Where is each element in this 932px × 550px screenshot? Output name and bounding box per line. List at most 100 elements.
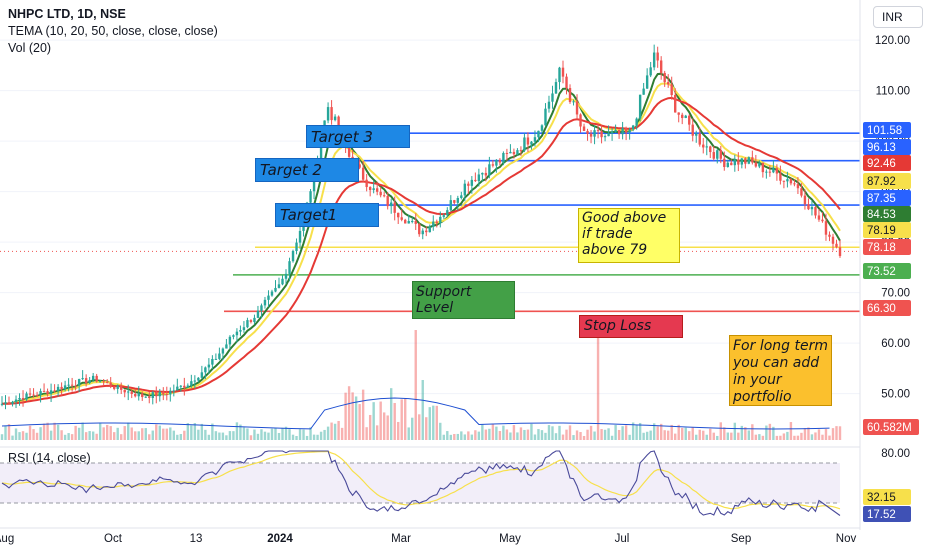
volume-bar — [414, 330, 417, 440]
volume-bar — [740, 425, 744, 440]
candle-body — [151, 392, 154, 398]
volume-bar — [821, 434, 824, 440]
volume-bar — [232, 431, 235, 440]
candle-body — [74, 385, 77, 387]
volume-bar — [681, 427, 684, 440]
tema-legend: TEMA (10, 20, 50, close, close, close) — [8, 24, 218, 38]
volume-bar — [733, 422, 737, 440]
volume-bar — [74, 425, 77, 440]
candle-body — [404, 219, 407, 224]
volume-bar — [169, 427, 172, 440]
candle-body — [4, 402, 7, 404]
x-tick-label: 13 — [190, 533, 203, 545]
candle-body — [449, 200, 453, 211]
price-tag — [863, 222, 911, 238]
volume-bar — [719, 422, 722, 440]
candle-body — [793, 183, 796, 185]
volume-bar — [228, 431, 232, 440]
candle-body — [807, 204, 810, 210]
volume-bar — [109, 426, 112, 440]
candle-body — [540, 125, 544, 131]
candle-body — [35, 394, 39, 396]
candle-body — [165, 394, 168, 396]
volume-bar — [102, 427, 105, 440]
volume-bar — [561, 434, 565, 440]
volume-bar — [120, 434, 123, 440]
volume-bar — [491, 423, 495, 440]
candle-body — [467, 183, 470, 186]
volume-bar — [256, 433, 260, 440]
volume-bar — [761, 435, 765, 440]
candle-body — [284, 273, 288, 279]
candle-body — [63, 385, 67, 390]
volume-bar — [558, 425, 561, 440]
candle-body — [291, 251, 295, 262]
volume-bar — [670, 424, 673, 440]
y-tick-label: 50.00 — [881, 389, 910, 401]
volume-bar — [537, 429, 540, 440]
volume-bar — [351, 392, 354, 440]
candle-body — [309, 191, 312, 203]
volume-bar — [666, 430, 670, 440]
volume-bar — [18, 432, 21, 440]
candle-body — [747, 157, 751, 164]
candle-body — [600, 131, 603, 138]
candle-body — [53, 390, 56, 392]
candle-body — [677, 112, 680, 115]
volume-bar — [474, 430, 477, 440]
candle-body — [603, 136, 607, 138]
volume-bar — [207, 434, 211, 440]
target-2-box: Target 2 — [255, 158, 359, 182]
candle-body — [761, 162, 765, 173]
volume-bar — [800, 432, 803, 440]
volume-bar — [81, 422, 84, 440]
candle-body — [42, 391, 46, 393]
price-tag-label: 92.46 — [867, 158, 896, 170]
candle-body — [582, 126, 586, 131]
volume-bar — [260, 429, 263, 440]
volume-bar — [21, 431, 25, 440]
candle-body — [130, 391, 133, 395]
volume-bar — [77, 427, 81, 440]
candle-body — [509, 151, 512, 154]
candle-body — [491, 164, 495, 166]
volume-bar — [782, 433, 786, 440]
candle-body — [46, 391, 49, 395]
candle-body — [621, 128, 624, 135]
volume-bar — [470, 434, 474, 440]
volume-bar — [340, 427, 344, 440]
candle-body — [575, 101, 579, 115]
price-tag-label: 84.53 — [867, 209, 896, 221]
volume-bar — [765, 425, 768, 440]
volume-bar — [179, 434, 183, 440]
price-tag-label: 78.19 — [867, 225, 896, 237]
candle-body — [232, 335, 235, 337]
volume-bar — [831, 428, 835, 440]
good-above-box: Good above if trade above 79 — [578, 208, 680, 263]
candle-body — [361, 167, 365, 180]
volume-bar — [565, 429, 568, 440]
volume-bar — [333, 423, 337, 440]
candle-body — [463, 183, 467, 196]
volume-bar — [484, 429, 488, 440]
volume-bar — [705, 434, 708, 440]
price-tag — [863, 419, 919, 435]
volume-bar — [214, 431, 218, 440]
volume-bar — [49, 430, 53, 440]
candle-body — [372, 188, 375, 191]
volume-bar — [449, 434, 453, 440]
candle-body — [775, 168, 779, 174]
volume-bar — [326, 426, 330, 440]
axes: 120.00110.00100.0090.0080.0070.0060.0050… — [0, 0, 919, 545]
volume-bar — [95, 433, 98, 440]
volume-bar — [418, 414, 421, 440]
volume-bar — [463, 434, 467, 440]
volume-bar — [649, 430, 652, 440]
candle-body — [253, 317, 256, 323]
candle-body — [77, 379, 81, 386]
volume-bar — [702, 430, 705, 440]
candle-body — [235, 331, 239, 336]
rsi-tick-label: 80.00 — [881, 448, 910, 460]
currency-selector[interactable]: INR — [873, 6, 923, 28]
